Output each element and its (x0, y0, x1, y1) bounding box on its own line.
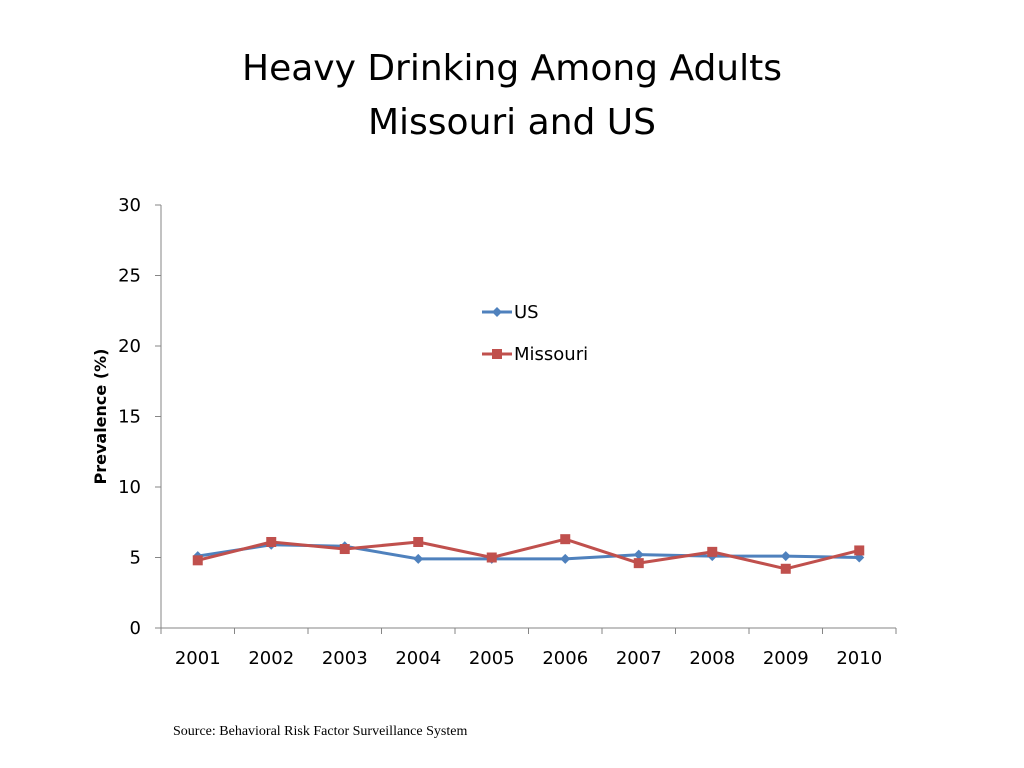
y-tick-label: 20 (118, 336, 141, 357)
x-tick-label: 2009 (763, 648, 809, 669)
data-point (413, 553, 424, 564)
y-tick-label: 10 (118, 477, 141, 498)
legend: US Missouri (482, 302, 588, 365)
y-tick-label: 15 (118, 407, 141, 428)
legend-item-us: US (482, 302, 539, 323)
data-point (633, 558, 644, 569)
y-tick-label: 25 (118, 266, 141, 287)
y-tick-label: 30 (118, 195, 141, 216)
data-point (266, 536, 277, 547)
x-tick-label: 2004 (395, 648, 441, 669)
series-line (197, 537, 860, 571)
legend-marker (492, 307, 502, 317)
x-axis-ticks: 2001 2002 2003 2004 2005 2006 2007 2008 2009 2010 (160, 628, 897, 669)
data-point (633, 549, 644, 560)
legend-label: Missouri (514, 344, 588, 365)
x-tick-label: 2005 (469, 648, 515, 669)
data-point (854, 545, 865, 556)
data-point (707, 546, 718, 557)
y-axis-ticks: 0 5 10 15 20 25 30 (118, 195, 161, 639)
x-tick-label: 2003 (322, 648, 368, 669)
data-point (339, 544, 350, 555)
source-note: Source: Behavioral Risk Factor Surveilla… (173, 724, 468, 739)
legend-marker (492, 349, 502, 359)
data-point (780, 563, 791, 574)
legend-label: US (514, 302, 539, 323)
x-tick-label: 2007 (616, 648, 662, 669)
y-axis-label: Prevalence (%) (91, 349, 110, 485)
data-point (413, 536, 424, 547)
series-layer (192, 534, 865, 574)
chart-title-line-2: Missouri and US (367, 102, 657, 143)
x-tick-label: 2006 (542, 648, 588, 669)
x-tick-label: 2008 (689, 648, 735, 669)
data-point (560, 534, 571, 545)
chart-title-line-1: Heavy Drinking Among Adults (242, 48, 782, 89)
x-tick-label: 2002 (248, 648, 294, 669)
y-tick-label: 0 (130, 618, 141, 639)
data-point (486, 552, 497, 563)
series-missouri (192, 534, 865, 574)
data-point (780, 551, 791, 562)
x-tick-label: 2010 (836, 648, 882, 669)
legend-item-missouri: Missouri (482, 344, 588, 365)
x-tick-label: 2001 (175, 648, 221, 669)
data-point (192, 555, 203, 566)
y-tick-label: 5 (130, 548, 141, 569)
data-point (560, 553, 571, 564)
